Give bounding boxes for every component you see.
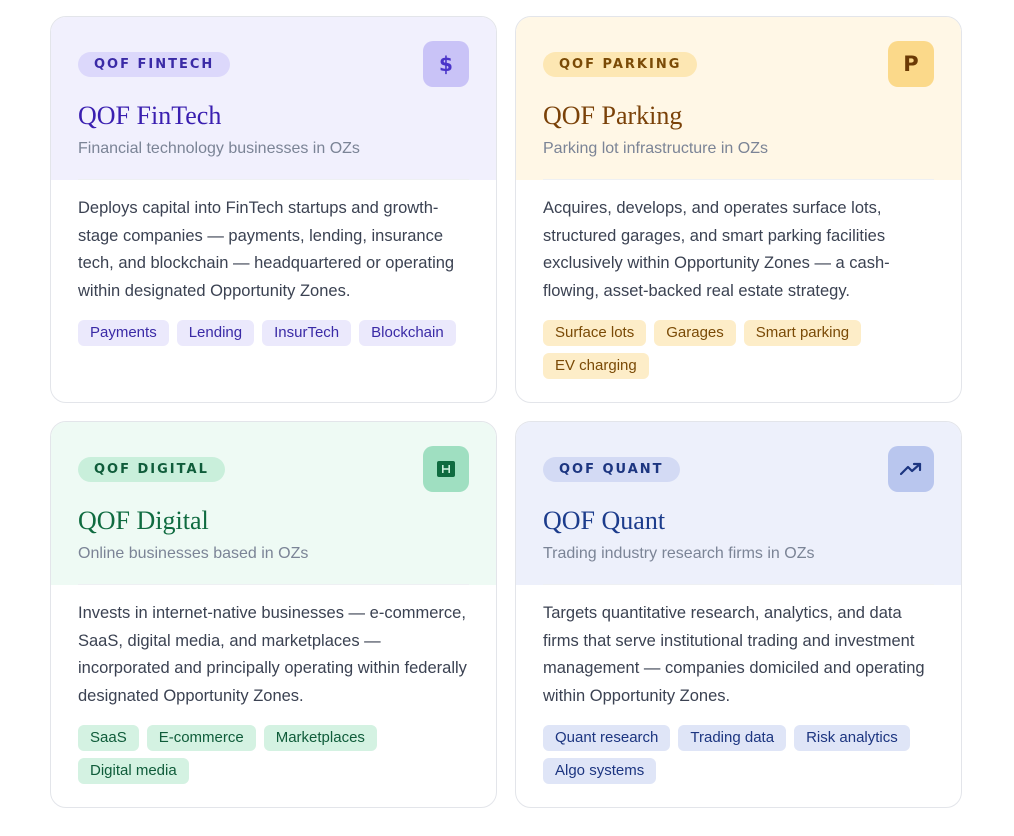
tag-list: Payments Lending InsurTech Blockchain: [78, 320, 478, 346]
card-header: QOF QUANT QOF Quant Trading industry res…: [516, 422, 961, 585]
tag: Lending: [176, 320, 255, 346]
fund-badge: QOF QUANT: [543, 457, 680, 482]
tag: EV charging: [543, 353, 649, 379]
tag: Quant research: [543, 725, 671, 751]
dollar-icon: $: [423, 41, 469, 87]
tag: InsurTech: [262, 320, 352, 346]
tag: Trading data: [678, 725, 787, 751]
card-header: QOF FINTECH $ QOF FinTech Financial tech…: [51, 17, 496, 180]
fund-title: QOF Parking: [543, 101, 683, 130]
card-header: QOF PARKING P QOF Parking Parking lot in…: [516, 17, 961, 180]
fund-subtitle: Financial technology businesses in OZs: [78, 140, 360, 157]
fund-card-parking[interactable]: QOF PARKING P QOF Parking Parking lot in…: [515, 16, 962, 403]
tag: E-commerce: [146, 725, 256, 751]
divider: [543, 179, 934, 180]
card-header: QOF DIGITAL QOF Digital Online businesse…: [51, 422, 496, 585]
parking-glyph: P: [903, 52, 919, 76]
fund-subtitle: Online businesses based in OZs: [78, 545, 309, 562]
fund-badge: QOF DIGITAL: [78, 457, 225, 482]
fund-subtitle: Trading industry research firms in OZs: [543, 545, 815, 562]
tag: SaaS: [78, 725, 139, 751]
divider: [78, 584, 469, 585]
fund-title: QOF FinTech: [78, 101, 222, 130]
browser-window-icon: [423, 446, 469, 492]
tag-list: Surface lots Garages Smart parking EV ch…: [543, 320, 943, 379]
fund-card-quant[interactable]: QOF QUANT QOF Quant Trading industry res…: [515, 421, 962, 808]
tag: Blockchain: [359, 320, 456, 346]
divider: [543, 584, 934, 585]
fund-description: Invests in internet-native businesses — …: [78, 604, 467, 705]
tag: Marketplaces: [263, 725, 377, 751]
fund-description: Targets quantitative research, analytics…: [543, 604, 925, 705]
tag-list: Quant research Trading data Risk analyti…: [543, 725, 943, 784]
fund-title: QOF Digital: [78, 506, 209, 535]
fund-badge: QOF PARKING: [543, 52, 698, 77]
dollar-glyph: $: [439, 52, 453, 76]
tag: Algo systems: [543, 758, 657, 784]
fund-badge: QOF FINTECH: [78, 52, 231, 77]
fund-description: Deploys capital into FinTech startups an…: [78, 199, 455, 300]
parking-icon: P: [888, 41, 934, 87]
tag-list: SaaS E-commerce Marketplaces Digital med…: [78, 725, 478, 784]
tag: Smart parking: [743, 320, 862, 346]
fund-card-digital[interactable]: QOF DIGITAL QOF Digital Online businesse…: [50, 421, 497, 808]
trending-up-svg: [900, 462, 922, 476]
tag: Risk analytics: [794, 725, 910, 751]
browser-window-svg: [437, 461, 455, 477]
fund-card-fintech[interactable]: QOF FINTECH $ QOF FinTech Financial tech…: [50, 16, 497, 403]
tag: Payments: [78, 320, 169, 346]
tag: Digital media: [78, 758, 189, 784]
fund-title: QOF Quant: [543, 506, 666, 535]
tag: Surface lots: [543, 320, 647, 346]
divider: [78, 179, 469, 180]
tag: Garages: [654, 320, 736, 346]
trending-up-icon: [888, 446, 934, 492]
fund-description: Acquires, develops, and operates surface…: [543, 199, 890, 300]
fund-subtitle: Parking lot infrastructure in OZs: [543, 140, 768, 157]
